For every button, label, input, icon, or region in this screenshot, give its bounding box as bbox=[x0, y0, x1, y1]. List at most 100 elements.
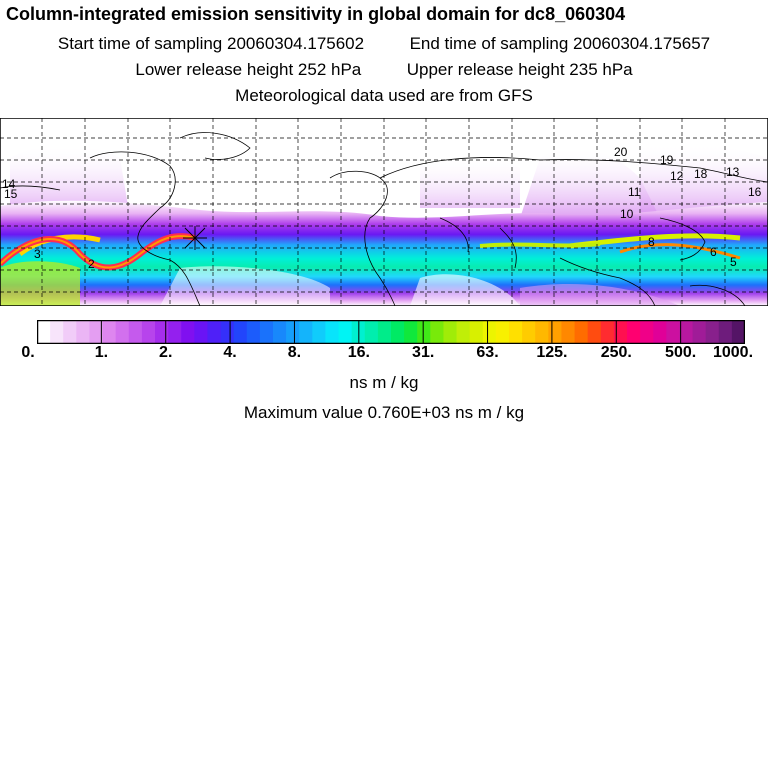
colorbar-tick-label: 8. bbox=[287, 344, 302, 361]
release-point-marker bbox=[183, 226, 207, 250]
colorbar-tick-label: 4. bbox=[223, 344, 237, 361]
sampling-time-line: Start time of sampling 20060304.175602 E… bbox=[0, 34, 768, 54]
colorbar-swatch bbox=[102, 320, 117, 344]
colorbar bbox=[37, 320, 745, 344]
met-data-text: Meteorological data used are from GFS bbox=[235, 86, 533, 105]
colorbar-tick-label: 125. bbox=[536, 344, 568, 361]
colorbar-swatch bbox=[535, 320, 549, 344]
trajectory-time-label: 13 bbox=[726, 165, 740, 179]
colorbar-swatch bbox=[168, 320, 182, 344]
colorbar-swatch bbox=[141, 320, 156, 344]
trajectory-time-label: 12 bbox=[670, 169, 684, 183]
colorbar-swatch bbox=[469, 320, 484, 344]
colorbar-swatch bbox=[692, 320, 707, 344]
trajectory-time-label: 15 bbox=[4, 187, 18, 201]
colorbar-swatch bbox=[718, 320, 733, 344]
colorbar-swatch bbox=[548, 320, 563, 344]
trajectory-time-label: 18 bbox=[694, 167, 708, 181]
colorbar-swatch bbox=[679, 320, 694, 344]
graticule bbox=[0, 118, 768, 306]
colorbar-swatch bbox=[207, 320, 222, 344]
emission-wisp bbox=[10, 144, 130, 218]
colorbar-swatch bbox=[155, 320, 169, 344]
colorbar-swatch bbox=[259, 320, 274, 344]
colorbar-swatch bbox=[286, 320, 300, 344]
upper-height-label: Upper release height bbox=[406, 60, 565, 79]
colorbar-swatch bbox=[89, 320, 104, 344]
trajectory-time-label: 14 bbox=[2, 177, 16, 191]
colorbar-tick-label: 500. bbox=[665, 344, 697, 361]
colorbar-swatch bbox=[50, 320, 64, 344]
colorbar-swatch bbox=[246, 320, 261, 344]
colorbar-swatch bbox=[613, 320, 628, 344]
colorbar-tick-label: 16. bbox=[347, 344, 370, 361]
low-sensitivity-area bbox=[160, 266, 330, 306]
colorbar-swatch bbox=[404, 320, 418, 344]
colorbar-swatch bbox=[325, 320, 340, 344]
emission-wisp bbox=[520, 147, 660, 218]
colorbar-swatch bbox=[509, 320, 523, 344]
start-time-value: 20060304.175602 bbox=[227, 34, 365, 53]
trajectory-time-label: 20 bbox=[614, 145, 628, 159]
high-sensitivity-patch bbox=[0, 261, 80, 306]
trajectory-time-label: 11 bbox=[628, 185, 641, 199]
colorbar-tick-label: 2. bbox=[159, 344, 173, 361]
trajectory-time-label: 2 bbox=[88, 257, 95, 271]
colorbar-swatch bbox=[653, 320, 667, 344]
colorbar-swatch bbox=[705, 320, 720, 344]
colorbar-tick-label: 1. bbox=[94, 344, 109, 361]
trajectory-time-label: 6 bbox=[710, 245, 717, 259]
colorbar-swatch bbox=[364, 320, 379, 344]
emission-wisp bbox=[640, 143, 768, 218]
colorbar-ticks: 0. 1. 2. 4. 8. 16. 31. 63. 125. 250. 500. 1000. bbox=[0, 344, 768, 368]
maximum-value: 0.760E+03 bbox=[367, 403, 451, 422]
colorbar-swatch bbox=[312, 320, 327, 344]
trajectory-time-label: 19 bbox=[660, 153, 674, 167]
trajectory-time-label: 5 bbox=[730, 255, 737, 269]
start-time-label: Start time of sampling bbox=[57, 34, 223, 53]
colorbar-tick-label: 1000. bbox=[712, 344, 754, 361]
plot-title: Column-integrated emission sensitivity i… bbox=[6, 4, 626, 24]
colorbar-swatch bbox=[220, 320, 235, 344]
colorbar-swatch bbox=[194, 320, 209, 344]
colorbar-swatch bbox=[456, 320, 471, 344]
maximum-value-label: Maximum value bbox=[243, 403, 363, 422]
colorbar-swatch bbox=[666, 320, 681, 344]
lower-height-value: 252 hPa bbox=[297, 60, 362, 79]
colorbar-swatch bbox=[495, 320, 510, 344]
colorbar-tick-label: 31. bbox=[412, 344, 435, 361]
colorbar-swatch bbox=[482, 320, 497, 344]
maximum-value-units: ns m / kg bbox=[455, 403, 525, 422]
trajectory-time-label: 8 bbox=[648, 235, 655, 249]
emission-wisp bbox=[420, 156, 520, 208]
colorbar-swatch bbox=[561, 320, 576, 344]
colorbar-frame bbox=[37, 320, 745, 344]
upper-height-value: 235 hPa bbox=[569, 60, 633, 79]
colorbar-swatch bbox=[181, 320, 195, 344]
maximum-value-line: Maximum value 0.760E+03 ns m / kg bbox=[0, 403, 768, 423]
end-time-value: 20060304.175657 bbox=[573, 34, 711, 53]
colorbar-swatch bbox=[299, 320, 313, 344]
release-height-line: Lower release height 252 hPa Upper relea… bbox=[0, 60, 768, 80]
trajectory-time-label: 16 bbox=[748, 185, 762, 199]
colorbar-swatch bbox=[574, 320, 589, 344]
colorbar-swatch bbox=[233, 320, 248, 344]
colorbar-swatch bbox=[430, 320, 445, 344]
colorbar-tick-label: 63. bbox=[476, 344, 499, 361]
colorbar-swatch bbox=[76, 320, 91, 344]
colorbar-swatch bbox=[587, 320, 602, 344]
colorbar-swatch bbox=[63, 320, 77, 344]
colorbar-swatch bbox=[522, 320, 536, 344]
colorbar-swatch bbox=[37, 320, 51, 344]
flight-trajectory-core bbox=[0, 235, 196, 269]
colorbar-swatch bbox=[273, 320, 287, 344]
trajectory-time-label: 3 bbox=[34, 247, 41, 261]
colorbar-swatch bbox=[115, 320, 130, 344]
colorbar-swatch bbox=[128, 320, 143, 344]
colorbar-swatch bbox=[377, 320, 392, 344]
colorbar-swatch bbox=[640, 320, 654, 344]
colorbar-swatch bbox=[627, 320, 641, 344]
colorbar-swatch bbox=[443, 320, 458, 344]
lower-height-label: Lower release height bbox=[135, 60, 294, 79]
